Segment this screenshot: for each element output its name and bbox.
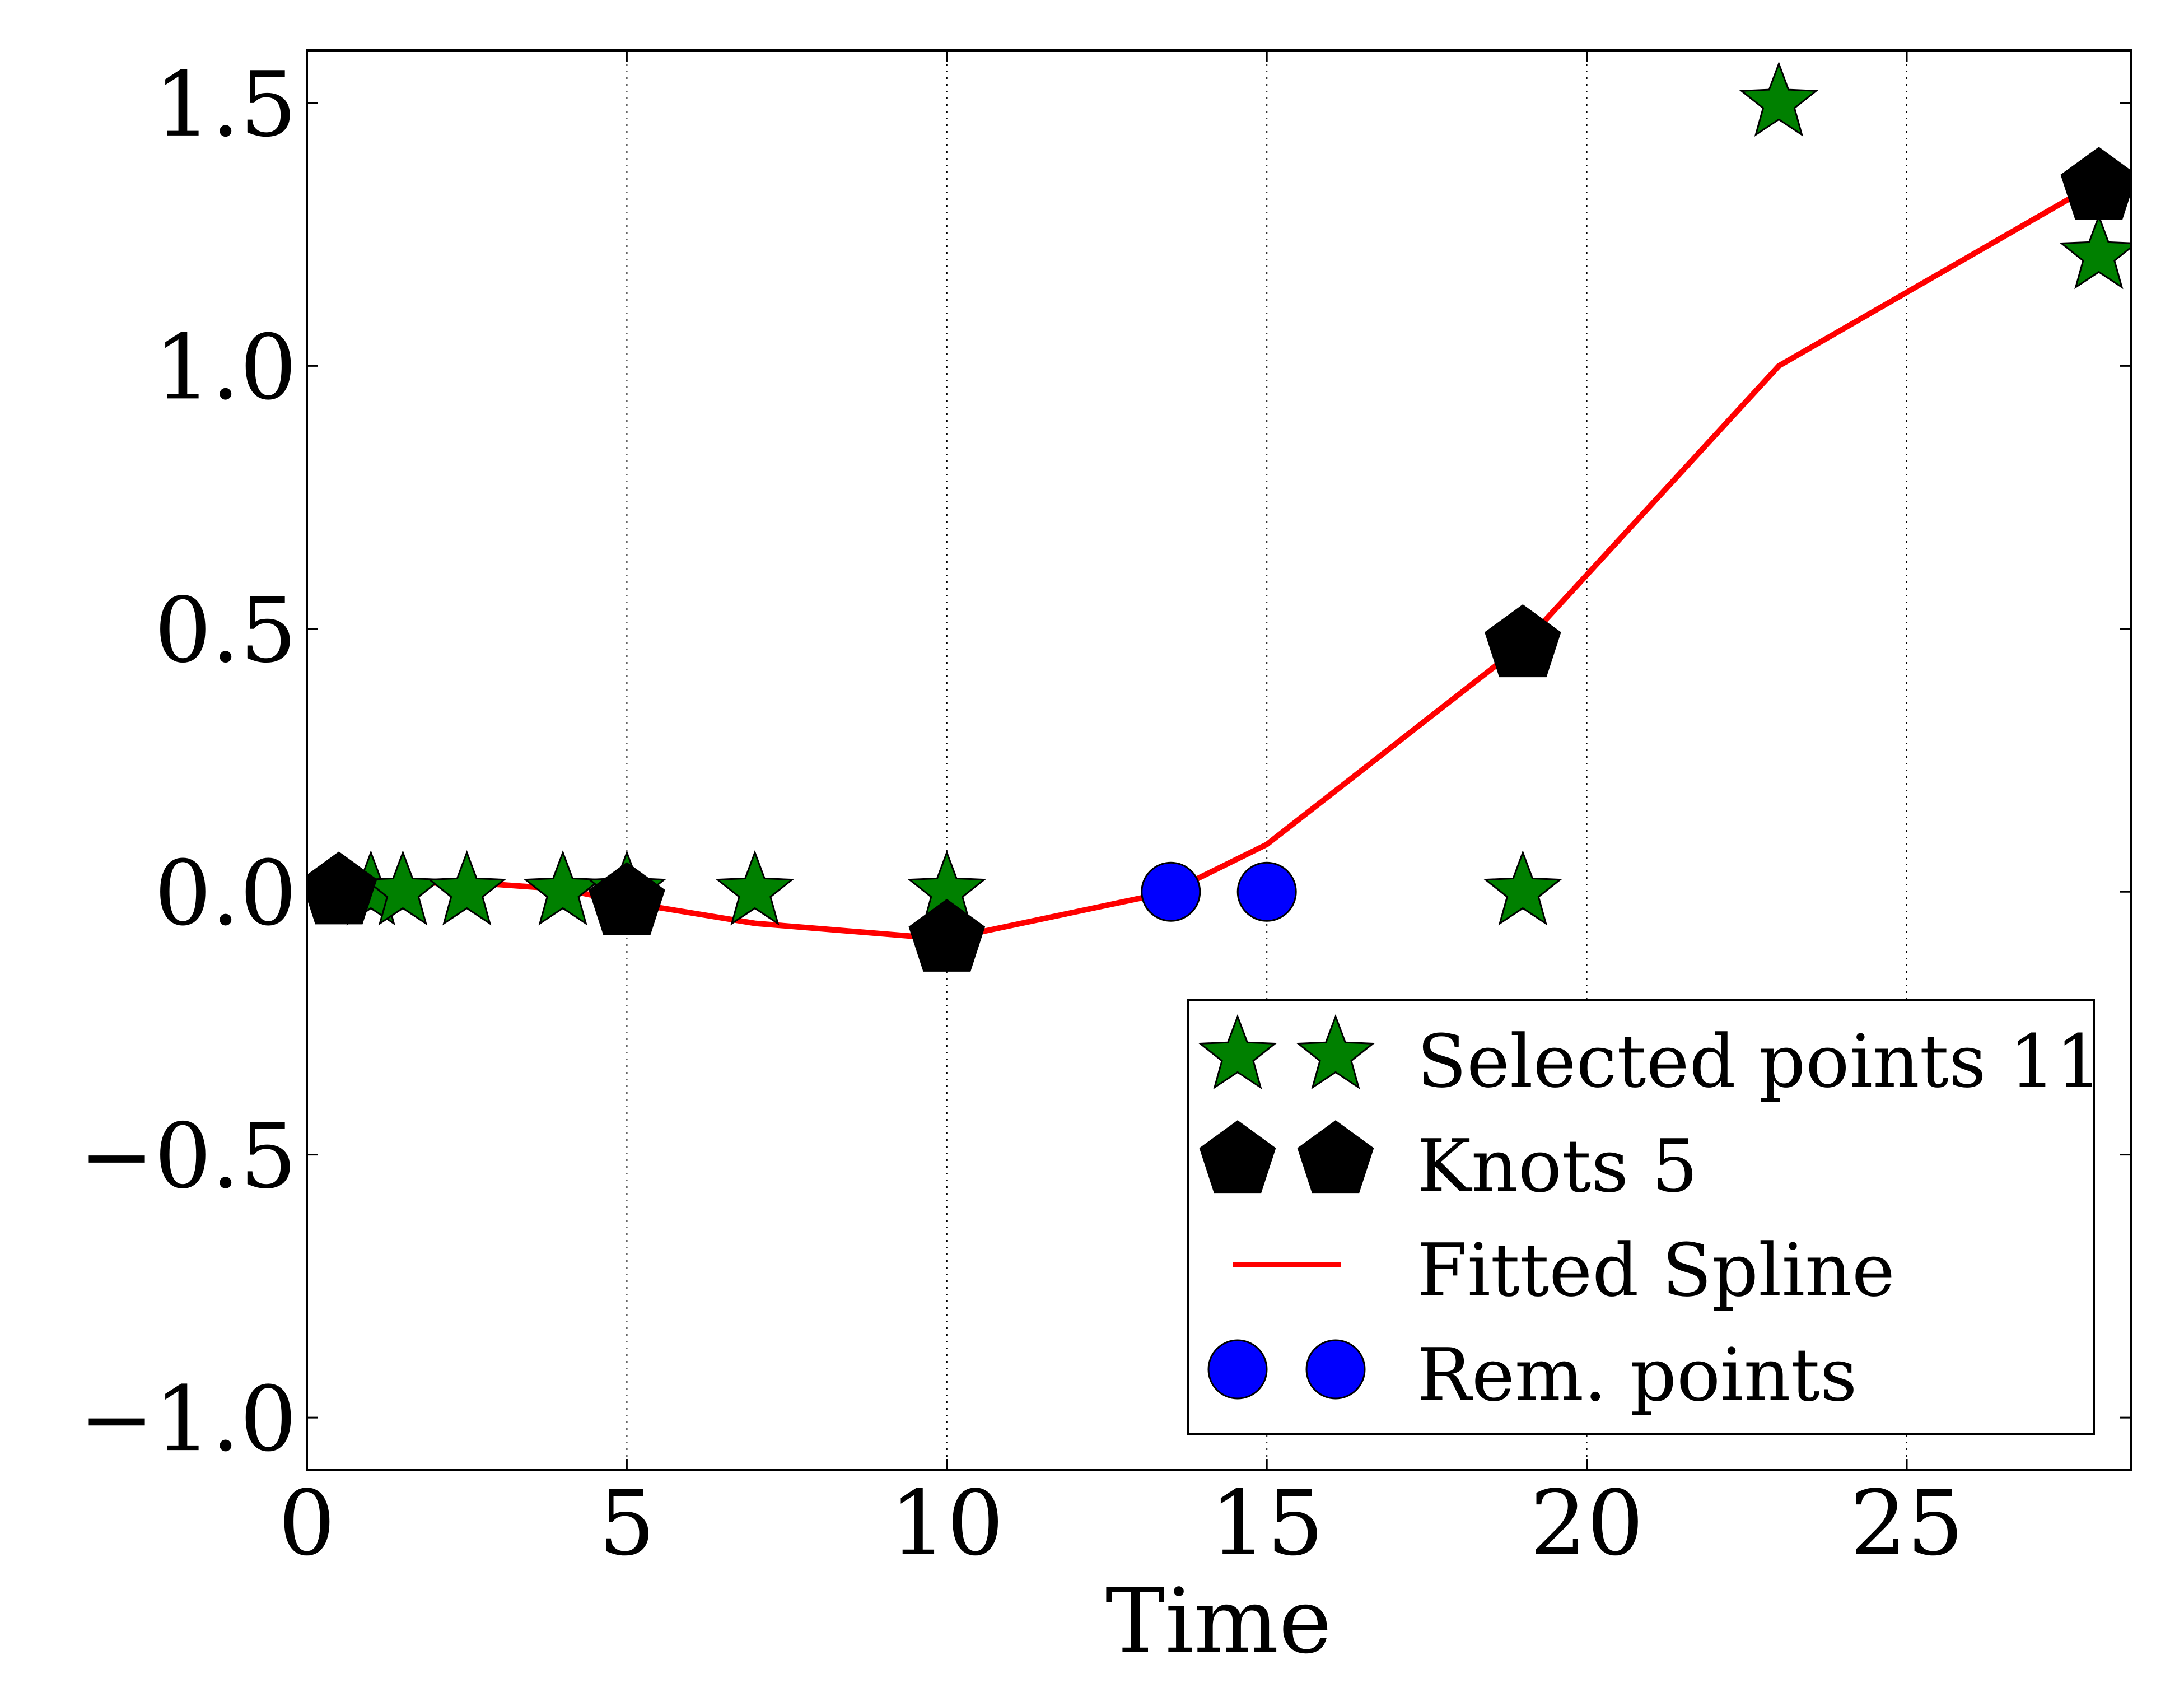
legend-circle-swatch (1207, 1339, 1268, 1400)
star-data-point (715, 850, 795, 926)
x-tick-label: 15 (1210, 1471, 1324, 1575)
y-tick-label: 1.0 (155, 315, 297, 419)
star-data-point (427, 850, 507, 926)
data-layer (307, 61, 2131, 972)
pentagon-data-point (908, 898, 986, 972)
circle-data-point (1236, 861, 1297, 922)
legend-circle-swatch (1305, 1339, 1366, 1400)
legend-pentagon-swatch (1199, 1120, 1276, 1194)
legend-pentagon-swatch (1297, 1120, 1374, 1194)
legend: Selected points 11 Knots 5 Fitted Spline Re… (1187, 999, 2102, 1435)
star-data-point (1483, 850, 1562, 926)
y-tick-label: −0.5 (79, 1104, 297, 1209)
y-tick-label: 0.0 (155, 841, 297, 945)
pentagon-data-point (1485, 604, 1561, 678)
x-tick-label: 20 (1530, 1471, 1644, 1575)
legend-label: Knots 5 (1417, 1123, 1698, 1209)
legend-star-swatch (1296, 1014, 1375, 1090)
y-tick-label: 0.5 (155, 578, 297, 683)
x-tick-label: 5 (599, 1471, 656, 1575)
x-axis-label: Time (1105, 1569, 1332, 1673)
x-tick-label: 10 (890, 1471, 1004, 1575)
legend-label: Selected points 11 (1417, 1019, 2102, 1104)
plot-frame (306, 49, 2132, 1471)
y-tick-label: −1.0 (79, 1367, 297, 1471)
star-data-point (1739, 61, 1819, 137)
legend-label: Fitted Spline (1417, 1228, 1895, 1313)
circle-data-point (1141, 861, 1201, 922)
legend-star-swatch (1198, 1014, 1277, 1090)
star-data-point (2059, 213, 2131, 290)
y-tick-label: 1.5 (155, 52, 297, 157)
tick-layer: 0 5 10 15 20 25 1.5 1.0 0.5 0.0 −0.5 −1.0 (79, 50, 2131, 1575)
x-tick-label: 0 (278, 1471, 335, 1575)
pentagon-data-point (589, 862, 665, 935)
legend-label: Rem. points (1417, 1332, 1857, 1418)
x-tick-label: 25 (1850, 1471, 1964, 1575)
